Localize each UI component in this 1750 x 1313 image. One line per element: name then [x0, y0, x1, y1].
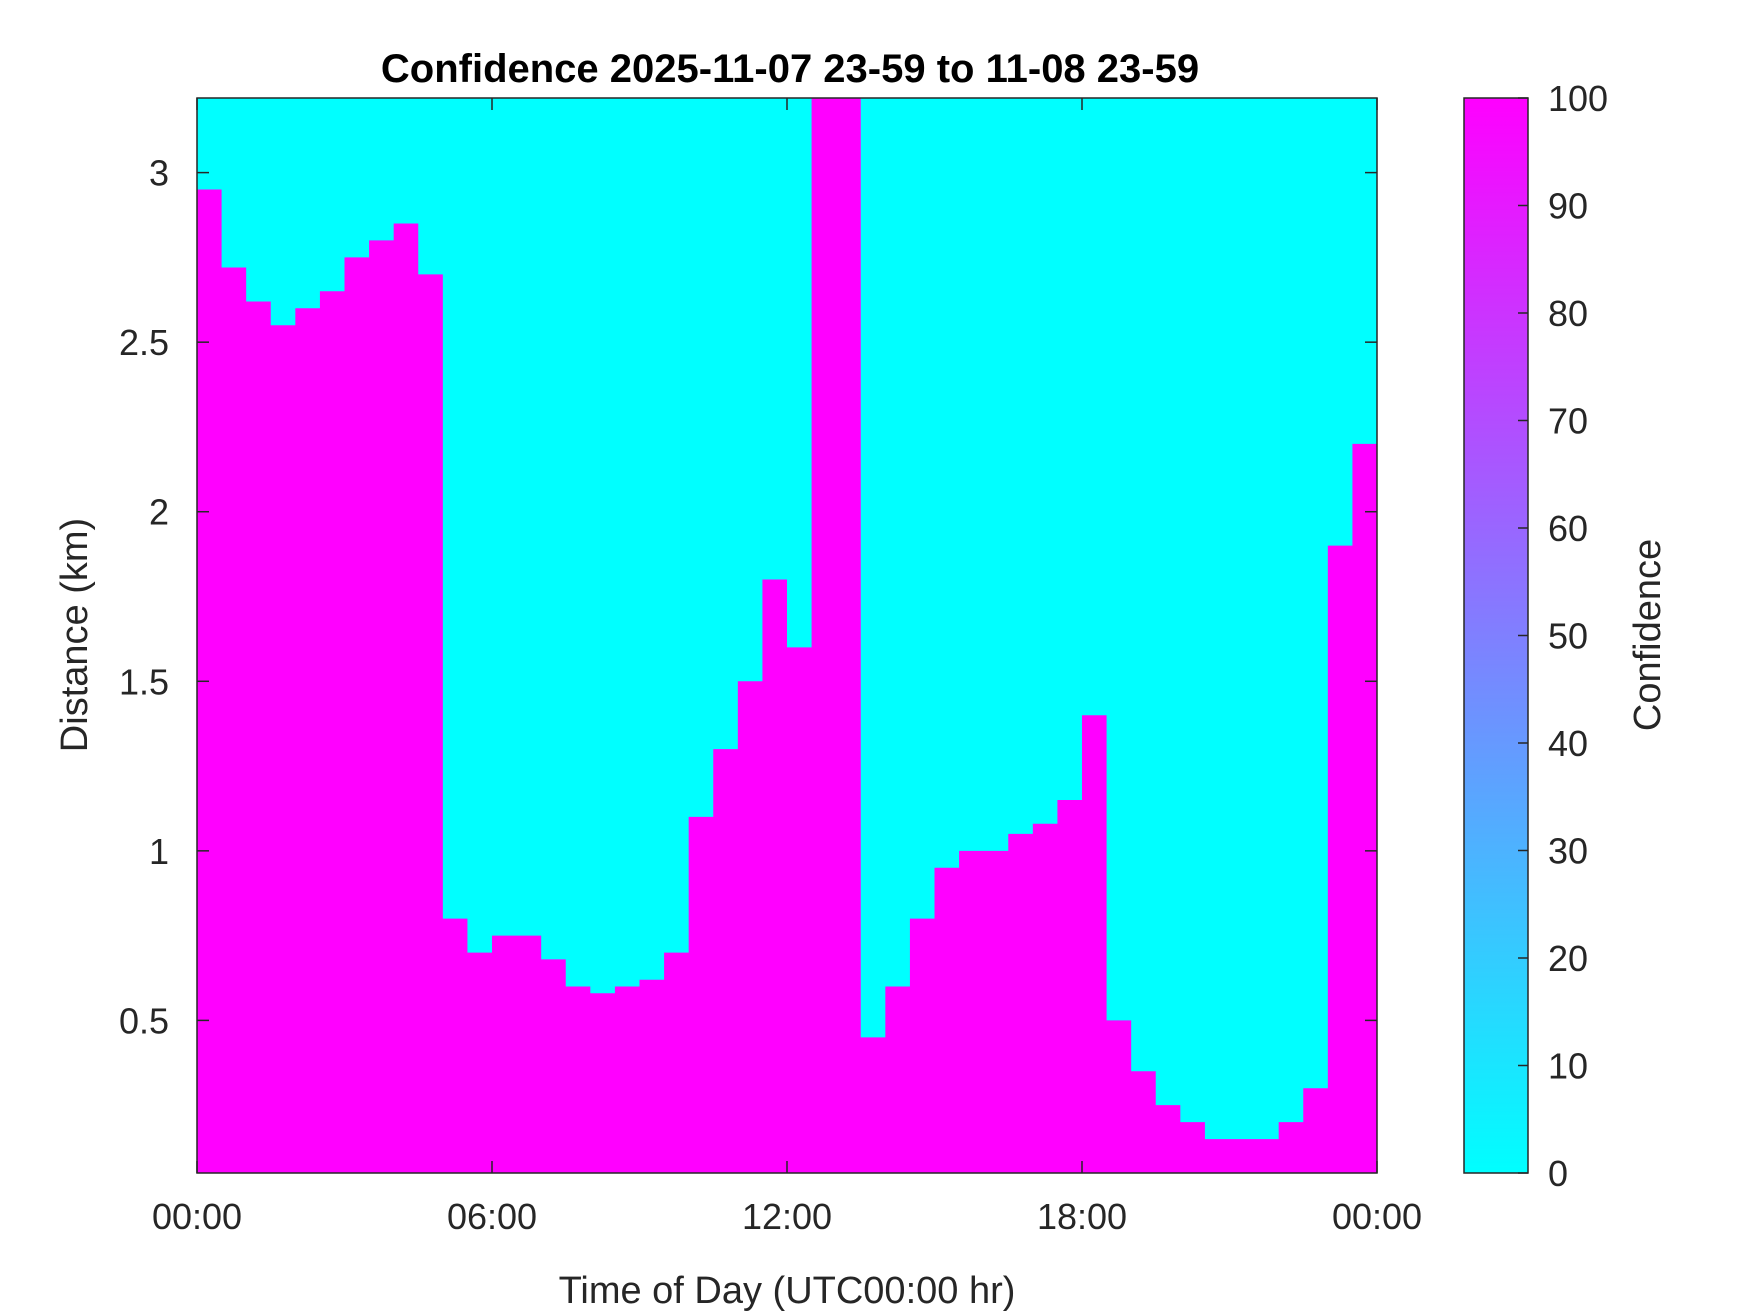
colorbar-tick-label: 100 — [1548, 78, 1608, 119]
x-tick-label: 06:00 — [447, 1196, 537, 1237]
x-tick-label: 00:00 — [152, 1196, 242, 1237]
y-tick-label: 2 — [149, 492, 169, 533]
y-tick-label: 2.5 — [119, 322, 169, 363]
y-axis: 0.5 1 1.5 2 2.5 3 — [119, 153, 1377, 1041]
colorbar-ticks: 0 10 20 30 40 50 60 70 80 90 100 — [1518, 78, 1608, 1194]
colorbar-tick-label: 60 — [1548, 508, 1588, 549]
colorbar-tick-label: 20 — [1548, 938, 1588, 979]
y-tick-label: 0.5 — [119, 1000, 169, 1041]
colorbar-tick-label: 80 — [1548, 293, 1588, 334]
y-tick-label: 1.5 — [119, 661, 169, 702]
colorbar-tick-label: 0 — [1548, 1153, 1568, 1194]
colorbar-tick-label: 30 — [1548, 831, 1588, 872]
colorbar-tick-label: 40 — [1548, 723, 1588, 764]
heatmap-area — [197, 98, 1377, 1173]
colorbar-tick-label: 50 — [1548, 616, 1588, 657]
high-confidence-region — [197, 98, 1377, 1173]
x-tick-label: 12:00 — [742, 1196, 832, 1237]
y-tick-label: 3 — [149, 153, 169, 194]
colorbar-tick-label: 90 — [1548, 186, 1588, 227]
colorbar-tick-label: 10 — [1548, 1046, 1588, 1087]
y-tick-label: 1 — [149, 831, 169, 872]
x-axis-label: Time of Day (UTC00:00 hr) — [559, 1270, 1016, 1312]
x-tick-label: 18:00 — [1037, 1196, 1127, 1237]
colorbar-tick-label: 70 — [1548, 401, 1588, 442]
chart-title: Confidence 2025-11-07 23-59 to 11-08 23-… — [381, 47, 1199, 91]
colorbar — [1463, 97, 1529, 1174]
y-axis-label: Distance (km) — [54, 518, 96, 752]
x-axis: 00:00 06:00 12:00 18:00 00:00 — [152, 98, 1422, 1237]
x-tick-label: 00:00 — [1332, 1196, 1422, 1237]
colorbar-label: Confidence — [1627, 539, 1669, 731]
